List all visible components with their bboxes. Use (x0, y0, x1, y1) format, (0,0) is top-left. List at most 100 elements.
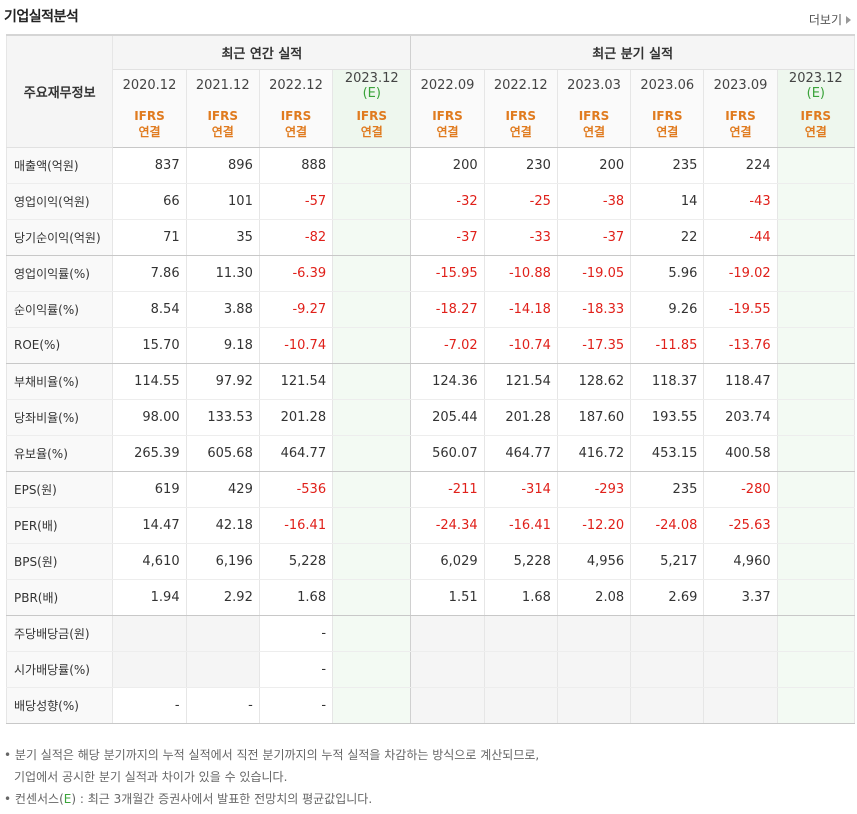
table-cell: 837 (112, 147, 187, 184)
ifrs-top: IFRS (800, 109, 832, 124)
table-cell: - (112, 687, 187, 724)
table-cell: 429 (185, 471, 260, 508)
table-cell (776, 291, 856, 328)
table-row: 부채비율(%) 114.55 97.92 121.54 124.36 121.54 128.… (5, 363, 856, 400)
table-cell (776, 183, 856, 220)
table-cell (332, 327, 412, 364)
table-row: 순이익률(%) 8.54 3.88 -9.27 -18.27 -14.18 -18.33 9.… (5, 291, 856, 328)
row-label: 부채비율(%) (5, 363, 114, 400)
row-label: ROE(%) (5, 327, 114, 364)
table-cell: 203.74 (703, 399, 778, 436)
table-cell: 15.70 (112, 327, 187, 364)
table-cell (332, 399, 412, 436)
table-cell: -13.76 (703, 327, 778, 364)
row-label: 순이익률(%) (5, 291, 114, 328)
table-cell: 2.69 (630, 579, 705, 616)
table-row: 영업이익(억원) 66 101 -57 -32 -25 -38 14 -43 (5, 183, 856, 220)
table-cell (332, 435, 412, 472)
table-cell: 98.00 (112, 399, 187, 436)
table-cell (556, 651, 632, 688)
ifrs-bottom: 연결 (436, 125, 459, 140)
row-label: 유보율(%) (5, 435, 114, 472)
table-cell: 118.47 (703, 363, 778, 400)
table-cell: -15.95 (410, 255, 485, 292)
table-cell: -19.05 (556, 255, 632, 292)
table-cell: -19.02 (703, 255, 778, 292)
table-row: 배당성향(%) - - - (5, 687, 856, 724)
table-cell (630, 651, 705, 688)
table-cell: 1.68 (258, 579, 334, 616)
more-link[interactable]: 더보기 (809, 11, 851, 28)
table-cell: 133.53 (185, 399, 260, 436)
table-row: 유보율(%) 265.39 605.68 464.77 560.07 464.77 416.… (5, 435, 856, 472)
table-cell (776, 327, 856, 364)
table-cell: 5.96 (630, 255, 705, 292)
table-row: 영업이익률(%) 7.86 11.30 -6.39 -15.95 -10.88 -19.05… (5, 255, 856, 292)
table-cell (776, 471, 856, 508)
ifrs-label: IFRS 연결 (776, 102, 856, 148)
ifrs-bottom: 연결 (729, 125, 752, 140)
table-cell: -25.63 (703, 507, 778, 544)
table-cell: 4,956 (556, 543, 632, 580)
table-row: 당기순이익(억원) 71 35 -82 -37 -33 -37 22 -44 (5, 219, 856, 256)
estimate-mark: (E) (362, 85, 381, 101)
ifrs-bottom: 연결 (138, 125, 161, 140)
table-cell: 2.92 (185, 579, 260, 616)
table-cell (332, 147, 412, 184)
table-cell (776, 363, 856, 400)
table-row: 당좌비율(%) 98.00 133.53 201.28 205.44 201.28 187.… (5, 399, 856, 436)
table-cell: 6,196 (185, 543, 260, 580)
table-cell: 128.62 (556, 363, 632, 400)
table-cell: -10.74 (258, 327, 334, 364)
table-cell: 201.28 (258, 399, 334, 436)
period-header-2022-12-y: 2022.12 (258, 69, 334, 102)
table-cell: 400.58 (703, 435, 778, 472)
table-cell (332, 471, 412, 508)
ifrs-bottom: 연결 (211, 125, 234, 140)
ifrs-bottom: 연결 (284, 125, 308, 140)
table-cell: 453.15 (630, 435, 705, 472)
table-cell: 9.26 (630, 291, 705, 328)
footnote-2: • 컨센서스(E) : 최근 3개월간 증권사에서 발표한 전망치의 평균값입니… (4, 792, 373, 806)
ifrs-top: IFRS (578, 109, 610, 124)
table-cell: 619 (112, 471, 187, 508)
table-cell: 7.86 (112, 255, 187, 292)
table-cell (332, 219, 412, 256)
table-cell (556, 687, 632, 724)
table-cell (703, 687, 778, 724)
table-cell: 1.51 (410, 579, 485, 616)
table-cell: 4,960 (703, 543, 778, 580)
table-cell (410, 651, 485, 688)
table-cell: -32 (410, 183, 485, 220)
table-cell: -43 (703, 183, 778, 220)
table-cell (776, 579, 856, 616)
table-cell: 201.28 (483, 399, 558, 436)
table-cell: -6.39 (258, 255, 334, 292)
table-cell: 605.68 (185, 435, 260, 472)
table-cell (630, 615, 705, 652)
table-cell: 464.77 (483, 435, 558, 472)
table-cell: -280 (703, 471, 778, 508)
table-cell: -536 (258, 471, 334, 508)
row-label: 매출액(억원) (5, 147, 114, 184)
table-cell (776, 687, 856, 724)
row-label: 배당성향(%) (5, 687, 114, 724)
ifrs-top: IFRS (134, 109, 165, 124)
table-cell: 118.37 (630, 363, 705, 400)
table-cell: 896 (185, 147, 260, 184)
table-cell (776, 507, 856, 544)
table-cell: 121.54 (483, 363, 558, 400)
table-row: 주당배당금(원) - (5, 615, 856, 652)
table-cell: 200 (410, 147, 485, 184)
footnote-1-text: 분기 실적은 해당 분기까지의 누적 실적에서 직전 분기까지의 누적 실적을 … (14, 748, 540, 762)
table-cell: 235 (630, 147, 705, 184)
period-header-2023-06-q: 2023.06 (630, 69, 705, 102)
table-cell: -12.20 (556, 507, 632, 544)
table-cell: -10.88 (483, 255, 558, 292)
table-cell: 2.08 (556, 579, 632, 616)
table-cell: 193.55 (630, 399, 705, 436)
footnote-1-cont: 기업에서 공시한 분기 실적과 차이가 있을 수 있습니다. (14, 770, 288, 784)
ifrs-top: IFRS (651, 109, 683, 124)
period-header-2020-12-y: 2020.12 (112, 69, 187, 102)
ifrs-label: IFRS 연결 (703, 102, 778, 148)
